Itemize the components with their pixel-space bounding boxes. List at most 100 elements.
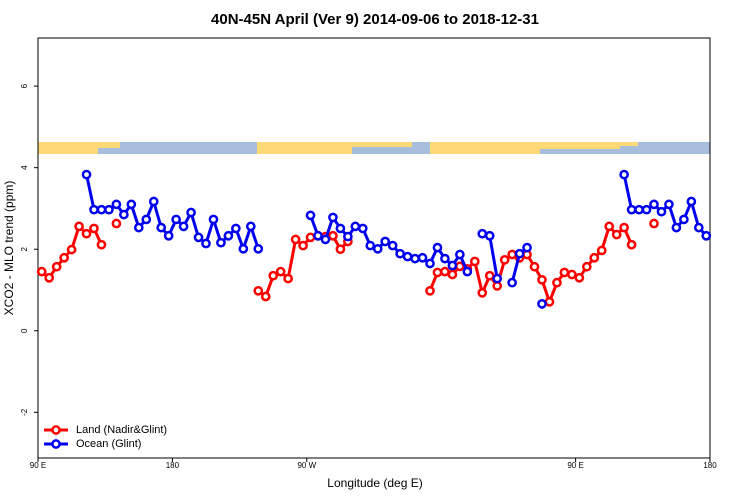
data-point [484,230,495,241]
data-point [656,206,667,217]
data-point [634,204,644,215]
data-point [305,210,316,221]
data-point [455,249,465,260]
data-point [522,242,532,253]
data-point [305,232,316,243]
data-point [216,237,226,248]
data-point [440,266,450,277]
land-strip [430,142,540,154]
data-point [417,252,428,263]
data-point [626,204,637,215]
data-point [36,266,47,277]
x-tick-label: 90 E [567,461,583,470]
data-point [537,299,547,309]
data-point [499,254,510,265]
y-tick-label: 2 [20,246,29,251]
data-point [290,234,301,245]
data-point [201,238,211,249]
data-point [462,266,473,277]
data-point [96,239,107,250]
data-point [163,230,174,241]
data-point [260,291,271,302]
data-point [574,272,585,283]
legend-marker [51,439,61,449]
data-point [440,253,450,264]
land-strip [620,142,638,146]
data-point [59,252,69,263]
data-point [178,221,189,232]
data-point [66,244,77,255]
data-point [649,199,659,210]
data-point [283,273,293,284]
data-point [671,222,682,233]
data-point [514,248,525,259]
data-point [432,242,443,253]
data-point [81,169,92,180]
data-point [641,204,652,215]
data-point [238,243,249,254]
data-point [81,228,92,239]
data-point [559,267,570,278]
data-point [104,204,114,215]
land-strip [540,142,620,149]
data-point [507,249,517,260]
data-point [679,214,689,225]
data-point [552,277,562,288]
data-point [380,236,391,247]
legend-label: Land (Nadir&Glint) [76,424,167,436]
data-point [141,214,152,225]
data-point [253,285,264,296]
data-point [74,221,84,232]
x-tick-label: 180 [703,461,717,470]
data-point [402,251,413,262]
data-point [320,234,331,245]
chart-title: 40N-45N April (Ver 9) 2014-09-06 to 2018… [211,11,539,28]
data-point [619,222,629,233]
data-point [208,214,219,225]
legend-label: Ocean (Glint) [76,438,141,450]
data-point [447,260,458,271]
data-point [596,245,607,256]
data-point [89,223,99,234]
land-strip [257,142,352,154]
data-point [567,269,577,280]
data-point [96,204,107,215]
data-point [193,232,204,243]
data-point [245,221,256,232]
data-point [268,270,279,281]
data-point [328,230,338,241]
plot-frame [37,37,711,459]
data-point [126,199,137,210]
data-point [484,270,495,281]
land-strip [38,142,98,154]
data-point [372,243,383,254]
data-point [231,223,241,234]
legend: Land (Nadir&Glint) Ocean (Glint) [44,424,167,450]
data-point [477,228,488,239]
data-point [604,221,615,232]
data-point [335,223,346,234]
data-point [148,196,159,207]
data-point [111,199,122,210]
y-axis-label: XCO2 - MLO trend (ppm) [2,181,16,316]
data-point [133,222,144,233]
data-point [343,231,353,242]
y-tick-label: 0 [20,328,29,333]
data-point [89,204,99,215]
data-point [626,239,637,250]
x-tick-label: 180 [166,461,180,470]
land-strip [352,142,412,147]
data-point [649,218,659,229]
data-point [111,218,122,229]
data-point [425,285,435,296]
data-point [664,199,674,210]
data-point [581,261,592,272]
data-point [156,222,167,233]
data-point [477,288,488,298]
data-point [357,223,368,234]
data-point [701,230,712,241]
data-point [447,269,458,280]
x-tick-label: 90 W [297,461,316,470]
data-point [432,267,443,278]
data-point [275,266,286,277]
